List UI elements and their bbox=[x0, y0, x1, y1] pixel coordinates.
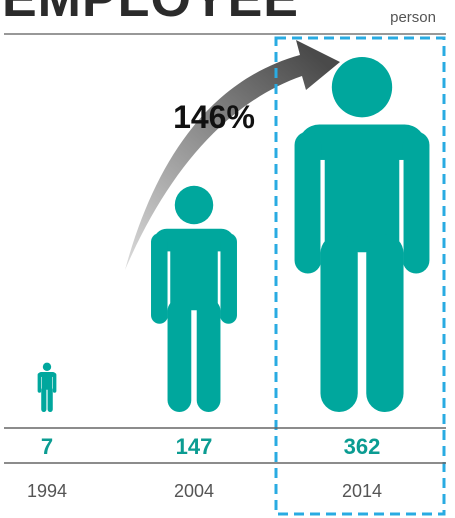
person-torso bbox=[298, 124, 426, 253]
person-arm-left bbox=[294, 131, 322, 274]
unit-label: person bbox=[390, 9, 436, 26]
person-figures bbox=[37, 57, 430, 412]
person-arm-right bbox=[52, 373, 57, 393]
year-label-1994: 1994 bbox=[27, 481, 67, 501]
growth-label: 146% bbox=[173, 99, 255, 135]
person-torso bbox=[38, 372, 56, 390]
person-head bbox=[174, 185, 214, 225]
person-arm-gap bbox=[217, 251, 221, 327]
value-label-2004: 147 bbox=[176, 434, 213, 459]
value-label-1994: 7 bbox=[41, 434, 53, 459]
person-arm-right bbox=[220, 233, 237, 324]
person-figure-1994 bbox=[37, 362, 57, 412]
person-arm-gap bbox=[320, 159, 325, 278]
year-label-2014: 2014 bbox=[342, 481, 382, 501]
person-head bbox=[331, 57, 393, 118]
person-arm-gap bbox=[52, 376, 53, 394]
person-arm-left bbox=[37, 373, 42, 393]
person-torso bbox=[153, 228, 235, 311]
person-figure-2014 bbox=[294, 57, 430, 412]
person-figure-2004 bbox=[151, 185, 237, 412]
person-leg-left bbox=[41, 387, 47, 412]
highlight-box bbox=[274, 36, 446, 516]
person-arm-left bbox=[151, 233, 168, 324]
person-leg-right bbox=[366, 234, 404, 412]
person-leg-right bbox=[196, 298, 221, 412]
person-leg-left bbox=[167, 298, 192, 412]
person-arm-gap bbox=[399, 159, 404, 278]
year-label-2004: 2004 bbox=[174, 481, 214, 501]
growth-arrow bbox=[125, 40, 340, 270]
person-arm-right bbox=[402, 131, 430, 274]
person-leg-left bbox=[320, 234, 358, 412]
person-arm-gap bbox=[41, 376, 42, 394]
person-arm-gap bbox=[167, 251, 171, 327]
person-leg-right bbox=[47, 387, 53, 412]
value-label-2014: 362 bbox=[344, 434, 381, 459]
person-head bbox=[42, 362, 52, 372]
chart-title: EMPLOYEE bbox=[2, 0, 299, 28]
